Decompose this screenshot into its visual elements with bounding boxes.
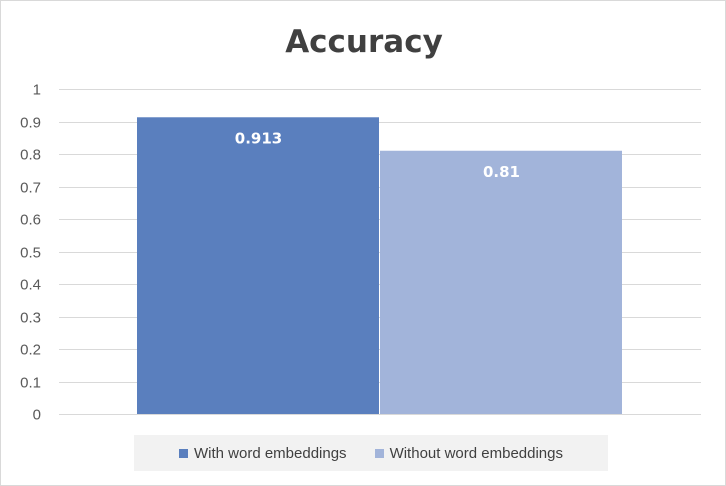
chart-title: Accuracy — [285, 24, 443, 60]
y-tick-label: 0.4 — [20, 277, 41, 294]
data-label-1: 0.81 — [483, 163, 520, 181]
y-tick-label: 0.1 — [20, 375, 41, 392]
y-tick-label: 0.2 — [20, 342, 41, 359]
y-tick-label: 0.3 — [20, 310, 41, 327]
y-tick-label: 0 — [33, 407, 41, 424]
bar-0 — [137, 117, 379, 415]
y-tick-label: 0.6 — [20, 212, 41, 229]
y-tick-label: 0.9 — [20, 115, 41, 132]
legend-label-without: Without word embeddings — [389, 444, 563, 462]
y-tick-label: 0.5 — [20, 245, 41, 262]
bar-1 — [380, 150, 622, 414]
y-tick-label: 0.8 — [20, 147, 41, 164]
y-tick-label: 0.7 — [20, 180, 41, 197]
legend-label-with: With word embeddings — [193, 444, 347, 462]
y-axis: 0 0.1 0.2 0.3 0.4 0.5 0.6 0.7 0.8 0.9 1 — [20, 82, 41, 424]
data-labels: 0.913 0.81 — [235, 129, 520, 180]
legend-entry-with: With word embeddings — [178, 444, 347, 462]
legend: With word embeddings Without word embedd… — [134, 435, 608, 471]
bars — [137, 117, 622, 415]
data-label-0: 0.913 — [235, 129, 282, 147]
legend-entry-without: Without word embeddings — [374, 444, 563, 462]
legend-swatch-with — [178, 448, 188, 458]
y-tick-label: 1 — [33, 82, 41, 99]
legend-swatch-without — [374, 448, 384, 458]
